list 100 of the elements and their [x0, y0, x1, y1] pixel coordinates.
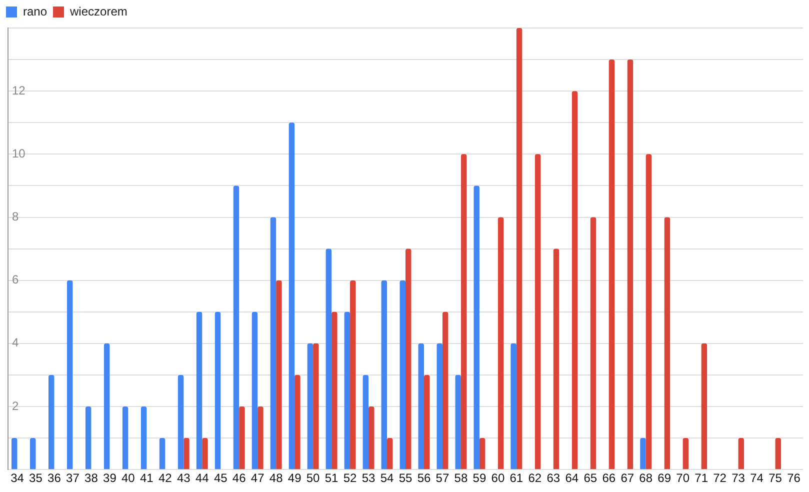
x-tick-label: 47 [250, 471, 265, 486]
x-tick-label: 34 [10, 471, 24, 486]
x-tick-label: 38 [84, 471, 98, 486]
bar [214, 312, 221, 470]
x-tick-label: 53 [362, 471, 376, 486]
x-tick-label: 69 [658, 471, 672, 486]
bar [239, 406, 245, 470]
bar [608, 60, 615, 470]
x-tick-label: 54 [380, 471, 394, 486]
bar [664, 217, 670, 470]
bar [646, 154, 652, 470]
x-tick-label: 57 [436, 471, 450, 486]
bar [344, 312, 350, 470]
x-tick-label: 73 [732, 471, 746, 486]
bar [202, 438, 208, 470]
bar [436, 343, 442, 470]
bar [12, 438, 18, 470]
bar [479, 438, 486, 470]
bar [332, 312, 338, 470]
y-tick-label: 8 [12, 210, 19, 224]
x-tick-label: 43 [176, 471, 191, 486]
bar [159, 438, 166, 470]
bar [460, 154, 467, 470]
x-tick-label: 64 [565, 471, 579, 486]
x-tick-label: 75 [768, 471, 782, 486]
bar [184, 438, 190, 470]
y-tick-label: 2 [12, 398, 19, 413]
bar [534, 154, 541, 470]
bar [368, 406, 374, 470]
bar [362, 374, 369, 470]
x-tick-label: 70 [676, 471, 690, 486]
x-tick-label: 40 [121, 471, 136, 486]
bar [30, 438, 36, 470]
bar [326, 248, 332, 470]
bar [516, 28, 522, 470]
x-tick-label: 35 [29, 471, 43, 486]
x-tick-label: 61 [510, 471, 524, 486]
y-tick-label: 6 [12, 272, 19, 287]
bar [381, 280, 388, 470]
bar [288, 122, 295, 470]
y-tick-label: 10 [12, 146, 26, 160]
bar [196, 312, 202, 470]
bar [66, 280, 73, 470]
y-tick-label: 4 [12, 336, 19, 350]
x-tick-label: 62 [528, 471, 542, 486]
bar [701, 343, 708, 470]
bar [418, 343, 424, 470]
bar [48, 374, 54, 470]
bar [307, 343, 314, 470]
x-tick-label: 37 [66, 471, 80, 486]
x-tick-label: 56 [417, 471, 431, 486]
bar [738, 438, 744, 470]
bar [775, 438, 781, 470]
x-tick-label: 39 [103, 471, 117, 486]
x-tick-label: 45 [214, 471, 228, 486]
x-tick-label: 71 [694, 471, 708, 486]
bar [313, 343, 319, 470]
bar [270, 217, 276, 470]
x-tick-label: 36 [48, 471, 62, 486]
x-tick-label: 65 [584, 471, 598, 486]
bar [400, 280, 406, 470]
bar [233, 186, 240, 470]
x-tick-label: 52 [343, 471, 358, 486]
bar [640, 438, 646, 470]
y-tick-label: 12 [12, 83, 26, 98]
bar [590, 217, 596, 470]
bar [122, 406, 128, 470]
x-tick-label: 58 [454, 471, 468, 486]
bar [350, 280, 356, 470]
x-tick-label: 49 [288, 471, 302, 486]
x-tick-label: 44 [195, 471, 210, 486]
bar [498, 217, 504, 470]
bar [627, 60, 634, 470]
x-tick-label: 55 [398, 471, 412, 486]
bar [294, 374, 300, 470]
bar [682, 438, 689, 470]
x-tick-label: 50 [306, 471, 320, 486]
x-tick-label: 63 [546, 471, 560, 486]
bar [455, 374, 461, 470]
bar [252, 312, 258, 470]
x-tick-label: 74 [750, 471, 764, 486]
bar [572, 91, 578, 470]
bar [406, 248, 412, 470]
x-tick-label: 66 [602, 471, 616, 486]
x-tick-label: 68 [639, 471, 653, 486]
x-tick-label: 41 [140, 471, 154, 486]
bar [553, 248, 560, 470]
bar [104, 343, 110, 470]
bar [276, 280, 282, 470]
legend-label: rano [23, 4, 48, 18]
bar [140, 406, 147, 470]
x-tick-label: 48 [269, 471, 284, 486]
x-tick-label: 59 [472, 471, 486, 486]
x-tick-label: 42 [158, 471, 172, 486]
bar [85, 406, 92, 470]
x-tick-label: 51 [324, 471, 339, 486]
x-tick-label: 67 [620, 471, 634, 486]
bar [510, 343, 516, 470]
x-tick-label: 46 [232, 471, 246, 486]
legend-label: wieczorem [69, 4, 128, 18]
